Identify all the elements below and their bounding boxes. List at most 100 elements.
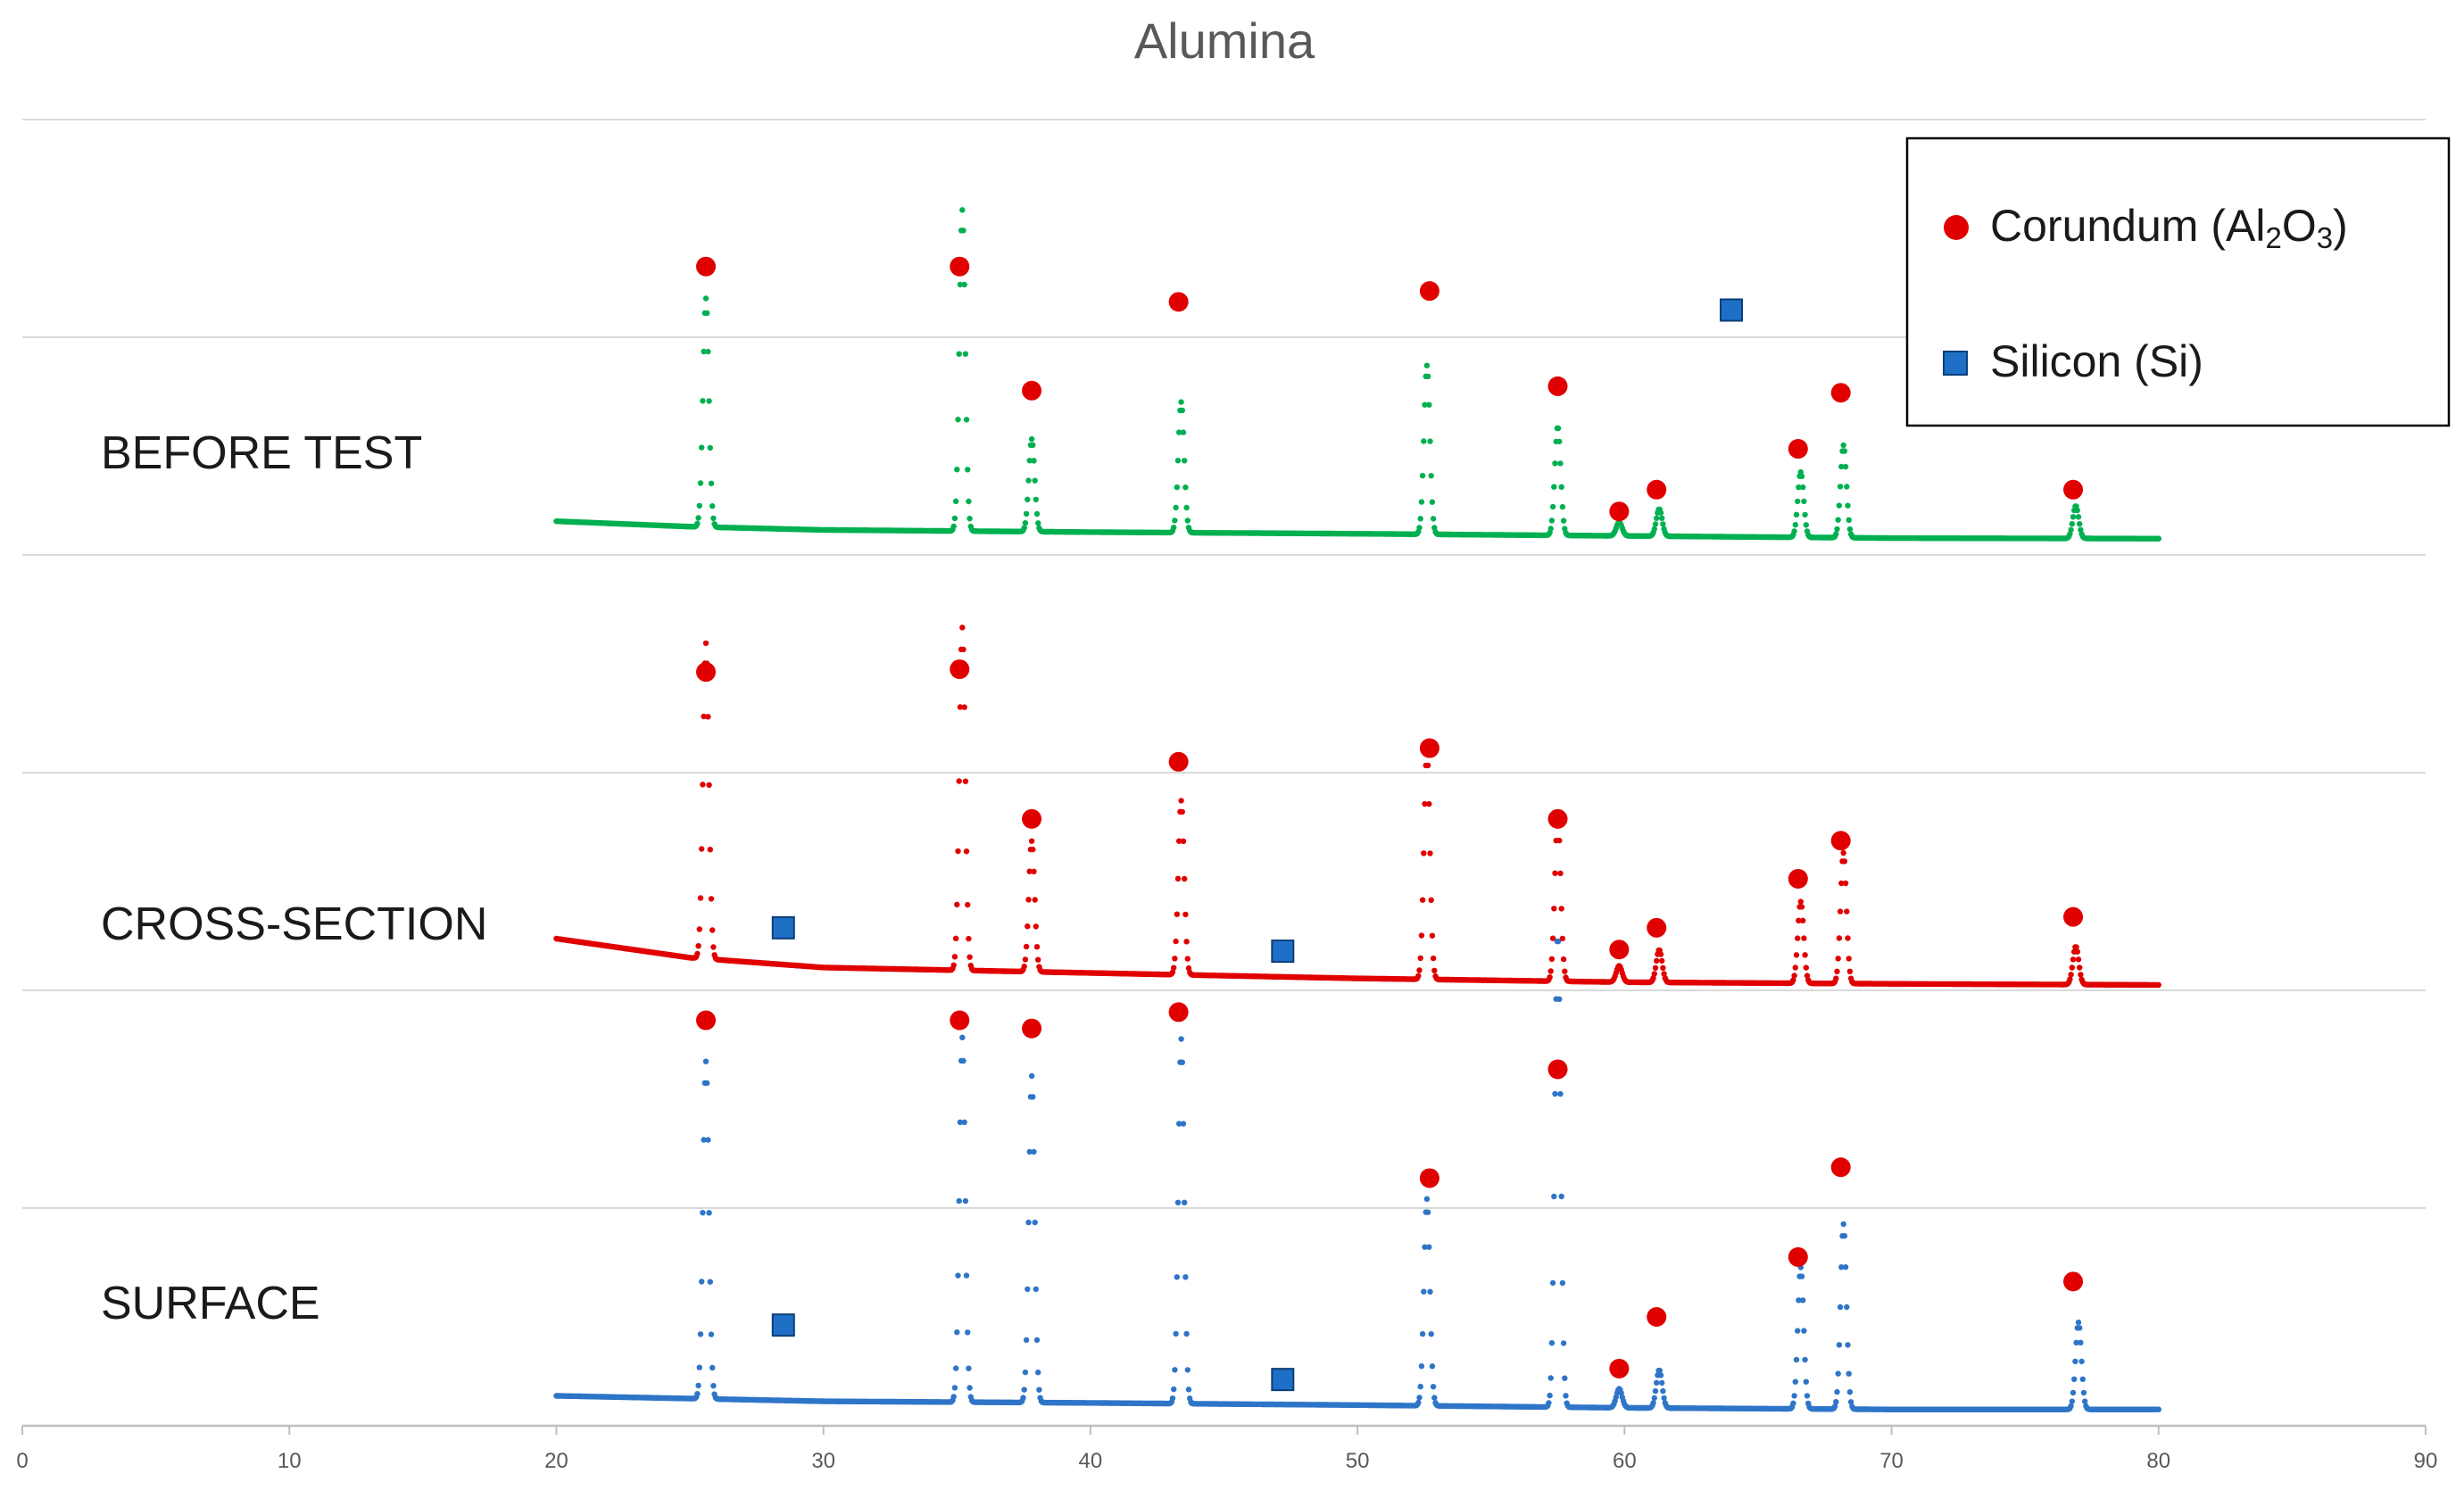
data-point <box>696 502 702 509</box>
data-point <box>1558 906 1564 912</box>
data-point <box>1556 438 1563 445</box>
corundum-marker <box>696 1010 717 1031</box>
data-point <box>966 935 972 942</box>
data-point <box>1025 897 1032 903</box>
data-point <box>1796 484 1802 491</box>
data-point <box>1801 1328 1807 1334</box>
data-point <box>1556 837 1563 844</box>
data-point <box>705 348 711 355</box>
data-point <box>1791 973 1797 979</box>
data-point <box>1171 964 1177 971</box>
data-point <box>1841 448 1848 454</box>
data-point <box>1176 838 1182 844</box>
data-point <box>1548 1340 1556 1346</box>
data-point <box>1184 956 1191 962</box>
data-point <box>1022 520 1029 526</box>
data-point <box>1651 1395 1658 1402</box>
data-point <box>956 778 962 784</box>
data-point <box>1025 477 1032 484</box>
data-point <box>1792 1378 1799 1385</box>
data-point <box>963 1272 970 1279</box>
data-point <box>959 625 966 631</box>
corundum-marker <box>1647 917 1667 938</box>
data-point <box>1548 517 1556 524</box>
data-point <box>1560 517 1567 524</box>
x-tick-label: 0 <box>16 1449 28 1473</box>
data-point <box>1798 904 1805 910</box>
data-point <box>1558 484 1564 490</box>
data-point <box>1032 1219 1038 1226</box>
x-tick-label: 10 <box>278 1449 302 1473</box>
silicon-marker <box>1271 940 1295 964</box>
data-point <box>700 398 706 404</box>
data-point <box>1793 511 1800 517</box>
data-point <box>1792 522 1799 528</box>
data-point <box>1415 973 1422 980</box>
data-point <box>1835 956 1841 962</box>
data-point <box>2077 1325 2083 1331</box>
data-point <box>1652 964 1659 972</box>
data-point <box>702 1058 709 1064</box>
corundum-marker <box>2063 906 2084 927</box>
corundum-marker <box>950 256 970 277</box>
data-point <box>1035 956 1041 963</box>
data-point <box>696 1364 702 1370</box>
data-point <box>1174 484 1181 491</box>
data-point <box>966 498 972 505</box>
x-tick-label: 50 <box>1346 1449 1370 1473</box>
x-tick-label: 60 <box>1613 1449 1637 1473</box>
data-point <box>1804 1393 1811 1399</box>
data-point <box>1423 1196 1431 1203</box>
data-point <box>951 954 958 960</box>
data-point <box>1650 1400 1656 1406</box>
data-point <box>1837 908 1844 915</box>
data-point <box>2074 948 2080 955</box>
data-point <box>1846 517 1852 523</box>
data-point <box>1035 520 1041 526</box>
data-point <box>1025 1286 1031 1293</box>
data-point <box>1035 1370 1041 1376</box>
data-point <box>1559 1279 1566 1287</box>
data-point <box>705 714 711 720</box>
data-point <box>960 228 967 234</box>
data-point <box>1835 517 1841 523</box>
data-point <box>2070 956 2077 963</box>
data-point <box>1178 1036 1184 1042</box>
data-point <box>1022 1369 1029 1376</box>
data-point <box>709 927 716 933</box>
data-point <box>1415 1399 1422 1406</box>
corundum-marker <box>1547 808 1568 829</box>
corundum-marker <box>950 1010 970 1031</box>
corundum-marker <box>950 659 970 680</box>
data-point <box>704 310 710 317</box>
data-point <box>1182 911 1189 918</box>
corundum-marker <box>2063 479 2084 500</box>
data-point <box>955 417 961 423</box>
data-point <box>694 520 701 526</box>
data-point <box>1183 939 1190 945</box>
data-point <box>1547 1392 1553 1399</box>
data-point <box>967 516 973 522</box>
data-point <box>2070 1389 2077 1396</box>
corundum-marker <box>1547 376 1568 396</box>
data-point <box>1424 1209 1431 1215</box>
corundum-marker <box>1419 281 1439 302</box>
data-point <box>1429 1363 1436 1370</box>
data-point <box>1417 516 1423 522</box>
data-point <box>959 1034 966 1041</box>
data-point <box>1651 526 1658 533</box>
data-point <box>1549 1279 1556 1287</box>
data-point <box>1025 1219 1032 1226</box>
data-point <box>1422 401 1428 408</box>
data-point <box>1033 944 1041 950</box>
data-point <box>710 515 717 522</box>
data-point <box>1182 458 1188 464</box>
data-point <box>1178 399 1184 405</box>
x-tick-label: 30 <box>811 1449 835 1473</box>
data-point <box>962 778 969 784</box>
data-point <box>1549 503 1556 510</box>
data-point <box>1173 938 1179 945</box>
data-point <box>957 281 964 288</box>
data-point <box>1801 498 1807 505</box>
